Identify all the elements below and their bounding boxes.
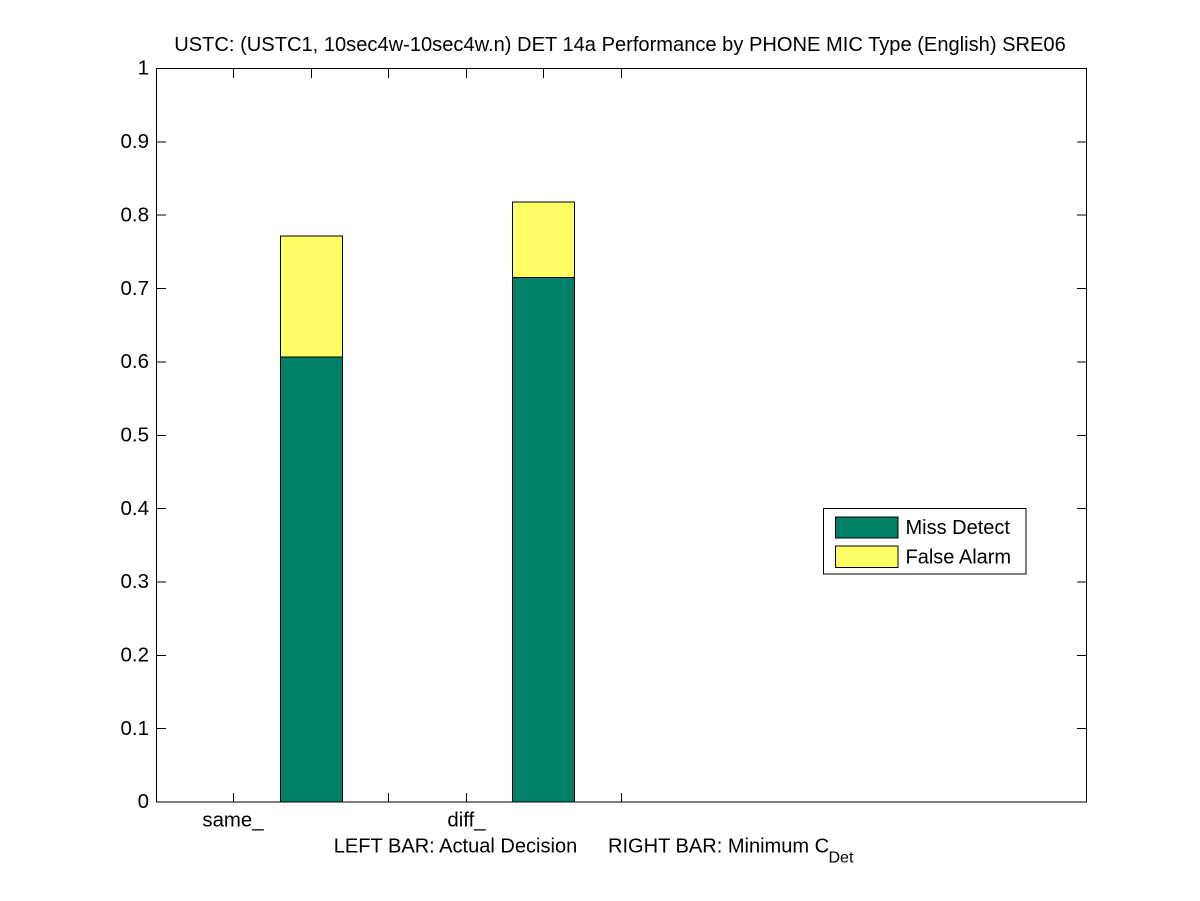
svg-text:Det: Det xyxy=(829,850,854,867)
svg-text:1: 1 xyxy=(138,57,149,80)
svg-text:0.5: 0.5 xyxy=(121,423,150,446)
svg-text:False Alarm: False Alarm xyxy=(906,547,1012,569)
svg-text:diff_: diff_ xyxy=(447,810,486,832)
svg-text:0.9: 0.9 xyxy=(121,130,150,153)
svg-text:0.2: 0.2 xyxy=(121,644,150,667)
svg-text:RIGHT BAR: Minimum C: RIGHT BAR: Minimum C xyxy=(608,836,829,858)
svg-text:same_: same_ xyxy=(202,810,264,832)
svg-text:0.4: 0.4 xyxy=(121,497,150,520)
svg-text:0.8: 0.8 xyxy=(121,203,150,226)
svg-text:USTC: (USTC1, 10sec4w-10sec4w.: USTC: (USTC1, 10sec4w-10sec4w.n) DET 14a… xyxy=(174,34,1066,56)
svg-text:0: 0 xyxy=(138,790,149,813)
svg-text:0.3: 0.3 xyxy=(121,570,150,593)
svg-text:0.6: 0.6 xyxy=(121,350,150,373)
svg-text:LEFT BAR: Actual Decision: LEFT BAR: Actual Decision xyxy=(334,836,577,858)
svg-text:0.1: 0.1 xyxy=(121,717,150,740)
svg-text:Miss Detect: Miss Detect xyxy=(906,517,1011,539)
svg-text:0.7: 0.7 xyxy=(121,277,150,300)
